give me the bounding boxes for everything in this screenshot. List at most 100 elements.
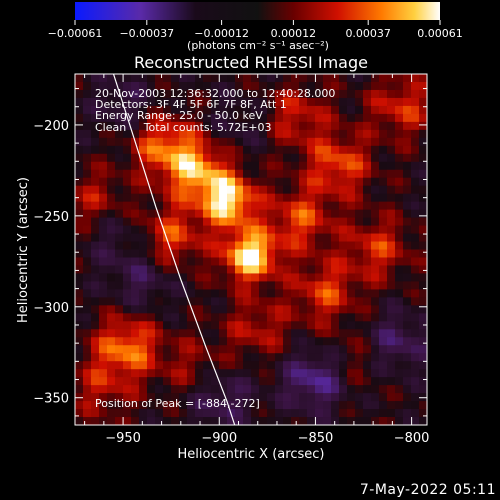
heatmap-cell bbox=[91, 121, 100, 131]
heatmap-cell bbox=[331, 265, 340, 274]
heatmap-cell bbox=[299, 417, 308, 425]
heatmap-cell bbox=[307, 217, 316, 227]
heatmap-cell bbox=[339, 417, 348, 425]
heatmap-cell bbox=[195, 249, 204, 258]
heatmap-cell bbox=[307, 281, 316, 290]
heatmap-cell bbox=[235, 377, 244, 386]
heatmap-cell bbox=[331, 249, 340, 258]
heatmap-cell bbox=[235, 81, 244, 91]
heatmap-cell bbox=[195, 129, 204, 139]
heatmap-cell bbox=[147, 409, 156, 418]
heatmap-cell bbox=[115, 217, 124, 227]
heatmap-cell bbox=[75, 97, 84, 107]
heatmap-cell bbox=[419, 185, 427, 195]
heatmap-cell bbox=[123, 313, 132, 322]
heatmap-cell bbox=[331, 377, 340, 386]
heatmap-cell bbox=[307, 393, 316, 402]
heatmap-cell bbox=[83, 89, 92, 99]
heatmap-cell bbox=[299, 89, 308, 99]
heatmap-cell bbox=[403, 225, 412, 235]
heatmap-cell bbox=[347, 273, 356, 282]
heatmap-cell bbox=[395, 345, 404, 354]
heatmap-cell bbox=[211, 305, 220, 314]
heatmap-cell bbox=[387, 74, 396, 83]
heatmap-cell bbox=[83, 361, 92, 370]
heatmap-cell bbox=[315, 217, 324, 227]
heatmap-cell bbox=[91, 377, 100, 386]
heatmap-cell bbox=[283, 369, 292, 378]
heatmap-cell bbox=[307, 161, 316, 171]
heatmap-cell bbox=[331, 361, 340, 370]
heatmap-cell bbox=[123, 217, 132, 227]
heatmap-cell bbox=[179, 209, 188, 219]
heatmap-cell bbox=[179, 273, 188, 282]
plot-area bbox=[75, 74, 427, 425]
heatmap-cell bbox=[323, 305, 332, 314]
heatmap-cell bbox=[419, 209, 427, 219]
heatmap-cell bbox=[339, 81, 348, 91]
heatmap-cell bbox=[179, 249, 188, 258]
heatmap-cell bbox=[251, 289, 260, 298]
heatmap-cell bbox=[115, 313, 124, 322]
heatmap-cell bbox=[299, 169, 308, 179]
heatmap-cell bbox=[331, 145, 340, 155]
heatmap-cell bbox=[131, 385, 140, 394]
heatmap-cell bbox=[131, 321, 140, 330]
heatmap-cell bbox=[203, 329, 212, 338]
heatmap-cell bbox=[307, 313, 316, 322]
heatmap-cell bbox=[131, 105, 140, 115]
heatmap-cell bbox=[243, 161, 252, 171]
heatmap-cell bbox=[379, 209, 388, 219]
heatmap-cell bbox=[387, 225, 396, 235]
heatmap-cell bbox=[395, 241, 404, 250]
heatmap-cell bbox=[179, 129, 188, 139]
heatmap-cell bbox=[171, 153, 180, 163]
heatmap-cell bbox=[339, 217, 348, 227]
heatmap-cell bbox=[99, 161, 108, 171]
heatmap-cell bbox=[411, 281, 420, 290]
heatmap-cell bbox=[411, 185, 420, 195]
heatmap-cell bbox=[187, 225, 196, 235]
heatmap-cell bbox=[283, 105, 292, 115]
heatmap-cell bbox=[203, 137, 212, 147]
heatmap-cell bbox=[259, 217, 268, 227]
heatmap-cell bbox=[299, 209, 308, 219]
heatmap-cell bbox=[347, 217, 356, 227]
heatmap-cell bbox=[147, 105, 156, 115]
heatmap-cell bbox=[171, 385, 180, 394]
heatmap-cell bbox=[219, 353, 228, 362]
heatmap-cell bbox=[403, 121, 412, 131]
heatmap-cell bbox=[147, 177, 156, 187]
heatmap-cell bbox=[419, 241, 427, 250]
heatmap-cell bbox=[339, 97, 348, 107]
heatmap-cell bbox=[331, 321, 340, 330]
heatmap-cell bbox=[411, 137, 420, 147]
heatmap-cell bbox=[339, 137, 348, 147]
heatmap-cell bbox=[411, 329, 420, 338]
heatmap-cell bbox=[235, 361, 244, 370]
heatmap-cell bbox=[227, 201, 236, 211]
heatmap-cell bbox=[323, 169, 332, 179]
heatmap-cell bbox=[307, 385, 316, 394]
heatmap-cell bbox=[331, 281, 340, 290]
heatmap-cell bbox=[75, 297, 84, 306]
heatmap-cell bbox=[163, 105, 172, 115]
heatmap-cell bbox=[251, 377, 260, 386]
heatmap-cell bbox=[323, 185, 332, 195]
heatmap-cell bbox=[291, 281, 300, 290]
heatmap-cell bbox=[387, 257, 396, 266]
heatmap-cell bbox=[347, 169, 356, 179]
heatmap-cell bbox=[131, 89, 140, 99]
heatmap-cell bbox=[75, 105, 84, 115]
heatmap-cell bbox=[371, 241, 380, 250]
heatmap-cell bbox=[355, 369, 364, 378]
heatmap-cell bbox=[131, 257, 140, 266]
heatmap-cell bbox=[299, 185, 308, 195]
heatmap-cell bbox=[155, 417, 164, 425]
heatmap-cell bbox=[307, 329, 316, 338]
heatmap-cell bbox=[259, 289, 268, 298]
heatmap-cell bbox=[171, 281, 180, 290]
heatmap-cell bbox=[139, 345, 148, 354]
heatmap-cell bbox=[171, 89, 180, 99]
heatmap-cell bbox=[307, 97, 316, 107]
